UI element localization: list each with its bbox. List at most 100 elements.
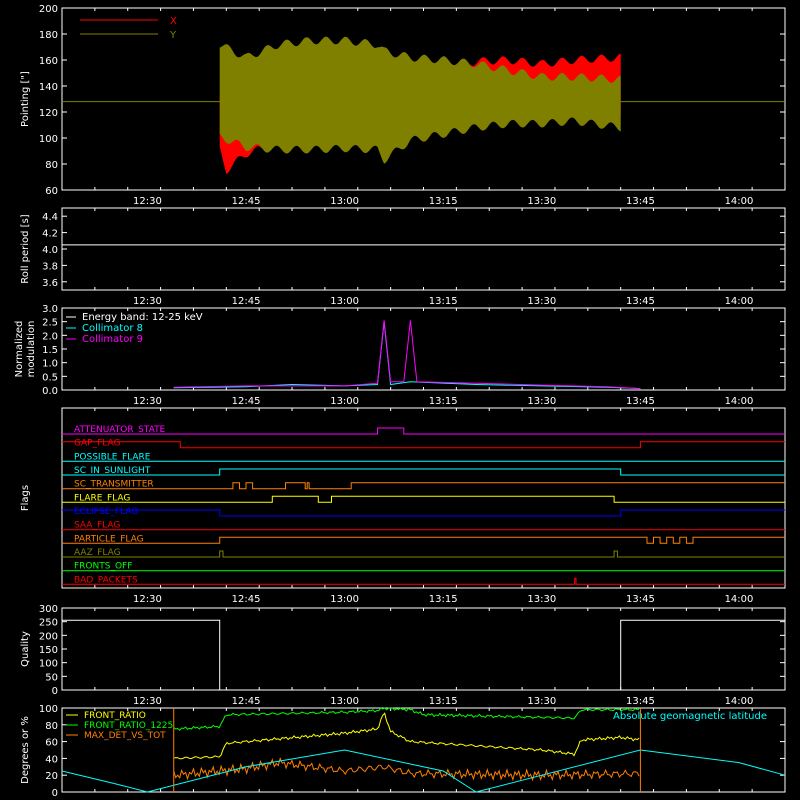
flag-line-sc-in-sunlight [62,468,785,476]
y-tick-label: 100 [39,134,58,145]
series-band-y [219,36,621,164]
flags-panel: 12:30 12:45 13:00 13:15 13:30 13:45 14:00 Flags… [20,407,786,605]
roll-period-frame [61,207,786,291]
flag-line-sc-transmitter [62,482,785,490]
x-tick-label: 12:30 [133,696,162,707]
x-tick-label: 14:00 [725,696,754,707]
geomag-latitude-line [61,749,786,793]
legend-label: Collimator 9 [82,334,143,345]
x-tick-label: 13:15 [429,696,458,707]
y-tick-label: 80 [45,721,58,732]
y-tick-label: 3.0 [42,304,58,315]
legend-label: FRONT_RATIO_1225 [84,721,173,731]
x-tick-label: 13:30 [527,594,556,605]
x-tick-label: 13:15 [429,296,458,307]
x-tick-label: 12:45 [232,696,261,707]
y-tick-label: 200 [39,4,58,15]
flag-label: SC_TRANSMITTER [74,480,154,490]
y-tick-label: 2.5 [42,318,58,329]
x-tick-label: 13:00 [330,696,359,707]
series-line-front-ratio-1225 [173,707,640,732]
flag-label: BAD_PACKETS [74,575,138,585]
flag-label: POSSIBLE_FLARE [74,452,151,462]
y-tick-label: 140 [39,82,58,93]
flag-label: ATTENUATOR_STATE [74,425,166,435]
flag-label: PARTICLE_FLAG [74,534,144,544]
y-tick-label: 60 [45,738,58,749]
x-tick-label: 14:00 [725,594,754,605]
pointing-panel: 12:30 12:45 13:00 13:15 13:30 13:45 14:00 60 80 1… [20,4,786,207]
y-tick-label: 80 [45,160,58,171]
y-tick-label: 40 [45,754,58,765]
y-tick-label: 4.2 [42,229,58,240]
y-axis-label: Flags [20,485,31,511]
x-tick-label: 13:45 [626,594,655,605]
legend-label: X [170,16,177,27]
roll-period-panel: 12:30 12:45 13:00 13:15 13:30 13:45 14:00 3.6 3.… [20,207,786,307]
y-axis-label: Roll period [s] [20,214,31,283]
y-tick-label: 0.5 [42,372,58,383]
quality-line [62,619,785,691]
flag-label: FRONTS_OFF [74,562,132,572]
x-tick-label: 12:30 [133,396,162,407]
modulation-panel: 12:30 12:45 13:00 13:15 13:30 13:45 14:00 0.0 0.… [14,304,786,407]
flag-label: GAP_FLAG [74,439,120,449]
y-tick-label: 250 [39,618,58,629]
y-tick-label: 160 [39,56,58,67]
x-tick-label: 12:45 [232,396,261,407]
x-tick-label: 13:30 [527,196,556,207]
legend-label: FRONT_RATIO [84,711,146,721]
x-tick-label: 13:30 [527,696,556,707]
flag-line-aaz-flag [62,550,785,558]
y-tick-label: 20 [45,771,58,782]
flag-label: AAZ_FLAG [74,548,121,558]
y-axis-label: modulation [26,321,37,378]
y-tick-label: 3.6 [42,278,58,289]
flag-label: SC_IN_SUNLIGHT [74,466,151,476]
x-tick-label: 13:00 [330,594,359,605]
legend-label: Energy band: 12-25 keV [82,312,203,323]
flag-line-particle-flag [62,536,785,544]
y-tick-label: 0 [52,788,58,799]
x-tick-label: 13:15 [429,396,458,407]
y-tick-label: 200 [39,631,58,642]
y-tick-label: 180 [39,30,58,41]
series-line-max-det-vs-tot [173,757,640,782]
legend-label: Absolute geomagnetic latitude [613,711,767,722]
x-tick-label: 13:15 [429,594,458,605]
x-tick-label: 12:45 [232,594,261,605]
y-tick-label: 300 [39,604,58,615]
x-tick-label: 13:00 [330,396,359,407]
x-tick-label: 13:45 [626,196,655,207]
flag-label: SAA_FLAG [74,521,120,531]
x-tick-label: 12:45 [232,296,261,307]
x-tick-label: 13:15 [429,196,458,207]
x-tick-label: 12:45 [232,196,261,207]
y-tick-label: 3.8 [42,261,58,272]
y-tick-label: 150 [39,645,58,656]
x-tick-label: 13:00 [330,196,359,207]
flag-line-bad-packets [62,577,785,585]
x-tick-label: 13:45 [626,296,655,307]
x-tick-label: 14:00 [725,196,754,207]
y-tick-label: 1.0 [42,359,58,370]
flag-line-gap-flag [62,441,785,449]
y-axis-label: Degrees or % [20,716,31,784]
x-tick-label: 12:30 [133,296,162,307]
flag-line-eclipse-flag [62,509,785,517]
x-tick-label: 13:00 [330,296,359,307]
y-tick-label: 0 [52,686,58,697]
legend-label: Collimator 8 [82,323,143,334]
flag-label: FLARE_FLAG [74,493,130,503]
y-tick-label: 100 [39,704,58,715]
series-line-front-ratio [173,712,640,760]
x-tick-label: 13:30 [527,396,556,407]
y-tick-label: 0.0 [42,386,58,397]
y-tick-label: 100 [39,659,58,670]
x-tick-label: 13:45 [626,696,655,707]
x-tick-label: 14:00 [725,396,754,407]
y-tick-label: 1.5 [42,345,58,356]
y-tick-label: 120 [39,108,58,119]
x-tick-label: 12:30 [133,196,162,207]
y-tick-label: 50 [45,672,58,683]
